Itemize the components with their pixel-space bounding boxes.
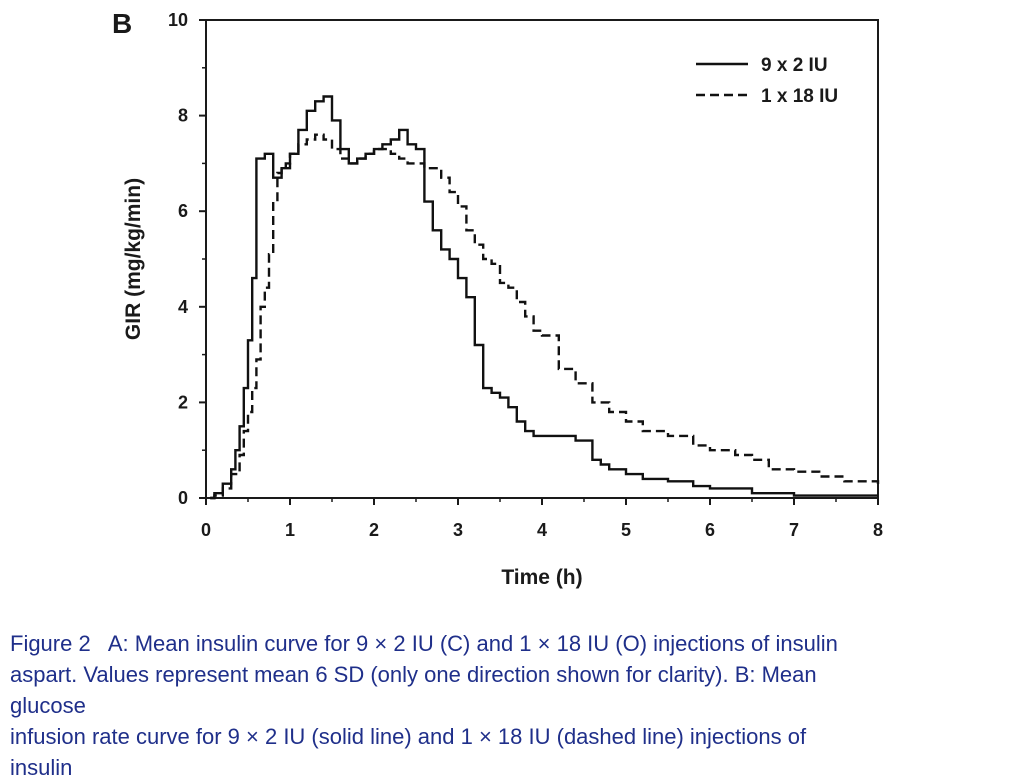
y-tick-label: 0: [178, 488, 188, 508]
y-tick-label: 6: [178, 201, 188, 221]
x-tick-label: 1: [285, 520, 295, 540]
x-tick-label: 3: [453, 520, 463, 540]
caption-line: infusion rate curve for 9 × 2 IU (solid …: [10, 724, 807, 749]
y-tick-label: 2: [178, 392, 188, 412]
x-tick-label: 8: [873, 520, 883, 540]
y-axis-label: GIR (mg/kg/min): [122, 178, 145, 340]
caption-line: glucose: [10, 693, 86, 718]
x-tick-label: 4: [537, 520, 547, 540]
x-tick-label: 6: [705, 520, 715, 540]
x-tick-label: 0: [201, 520, 211, 540]
x-tick-label: 7: [789, 520, 799, 540]
y-tick-label: 10: [168, 10, 188, 30]
chart-container: 0 1 2 3 4 5 6 7 8 0 2 4 6 8 10 Time (h) GIR (mg/kg/min) B…: [112, 8, 883, 589]
gir-chart: 0 1 2 3 4 5 6 7 8 0 2 4 6 8 10 Time (h) GIR (mg/kg/min) B…: [112, 8, 883, 589]
x-tick-label: 5: [621, 520, 631, 540]
x-axis-label: Time (h): [501, 566, 582, 589]
caption-line: Figure 2 A: Mean insulin curve for 9 × 2…: [10, 631, 838, 656]
series-line-2: [210, 133, 880, 500]
y-tick-label: 4: [178, 297, 188, 317]
caption-line: aspart. Values represent mean 6 SD (only…: [10, 662, 817, 687]
y-tick-label: 8: [178, 106, 188, 126]
panel-label: B: [112, 8, 132, 39]
figure-caption: Figure 2 A: Mean insulin curve for 9 × 2…: [10, 628, 1010, 783]
x-tick-label: 2: [369, 520, 379, 540]
legend-label: 1 x 18 IU: [761, 86, 838, 107]
series-line-1: [210, 95, 878, 500]
legend-label: 9 x 2 IU: [761, 55, 828, 76]
